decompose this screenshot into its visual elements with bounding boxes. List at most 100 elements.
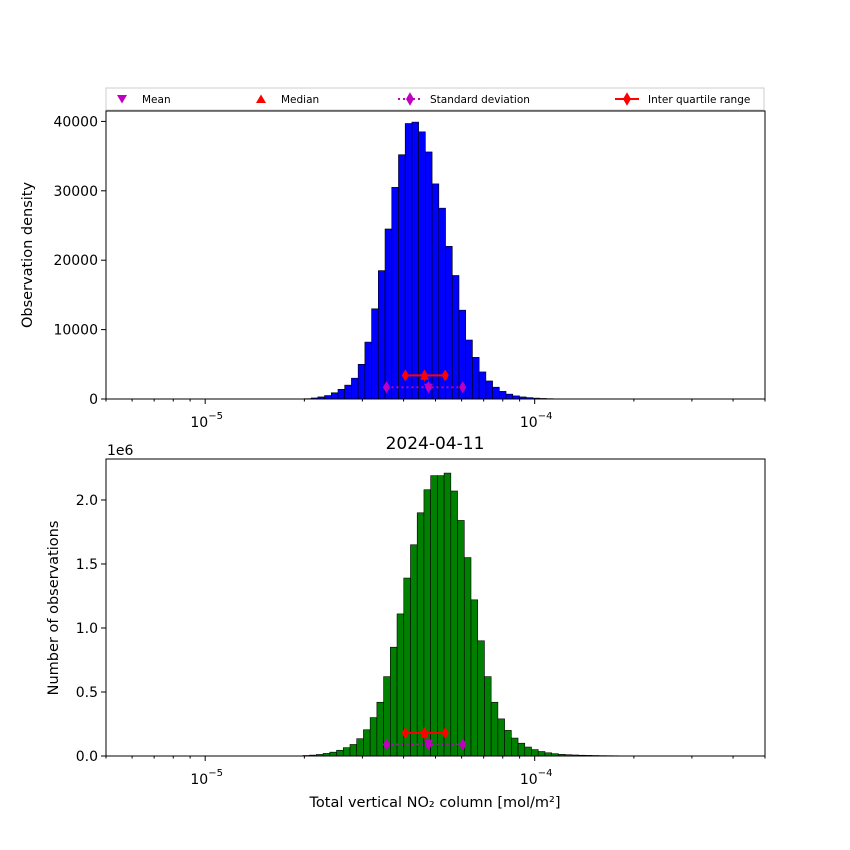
histogram-bar (423, 489, 431, 757)
legend-entry-standard-deviation: Standard deviation (398, 92, 530, 106)
histogram-bar (485, 380, 493, 400)
histogram-bar (337, 388, 346, 400)
histogram-bar (470, 599, 479, 757)
x-tick-base: 10 (190, 415, 208, 431)
histogram-bar (398, 154, 406, 400)
histogram-bar (336, 749, 344, 757)
std-marker (382, 738, 391, 751)
histogram-bar (418, 131, 426, 400)
histogram-bar (484, 676, 492, 757)
iqr-marker (401, 726, 409, 740)
histogram-bar (363, 729, 371, 757)
count-statistics-overlay (382, 726, 467, 751)
median-marker (419, 372, 429, 380)
legend-label-standard-deviation: Standard deviation (430, 94, 530, 106)
std-marker (459, 381, 467, 394)
histogram-bar (342, 747, 351, 757)
y-tick-label: 0.5 (76, 685, 98, 701)
histogram-bar (425, 151, 433, 400)
histogram-bar (364, 341, 372, 400)
histogram-bar (351, 377, 359, 400)
x-tick-exponent: −4 (538, 768, 553, 779)
x-tick-label: 10 −4 (520, 768, 553, 788)
median-marker (419, 730, 429, 738)
histogram-bar (376, 701, 384, 757)
histogram-bar (492, 386, 500, 400)
count-y-axis-label: Number of observations (46, 521, 62, 696)
legend-median-icon (256, 94, 266, 103)
histogram-bar (437, 475, 445, 757)
histogram-bar (478, 371, 487, 400)
y-tick-label: 20000 (53, 253, 98, 269)
histogram-bar (505, 393, 514, 400)
histogram-bar (356, 738, 364, 757)
count-bars (302, 472, 653, 757)
histogram-bar (324, 395, 332, 400)
histogram-bar (450, 490, 458, 757)
legend-label-median: Median (281, 94, 319, 106)
histogram-bar (517, 742, 526, 757)
histogram-bar (524, 746, 532, 757)
count-chart-title: 2024-04-11 (386, 434, 485, 454)
x-tick-exponent: −5 (208, 411, 223, 422)
histogram-bar (391, 187, 399, 400)
legend-entry-inter-quartile-range: Inter quartile range (615, 92, 750, 106)
iqr-marker (441, 726, 449, 740)
count-y-axis-ticks: 0.0 0.5 1.0 1.5 2.0 (76, 493, 106, 765)
histogram-bar (404, 123, 413, 400)
x-tick-label: 10 −4 (520, 411, 553, 431)
histogram-bar (371, 308, 379, 400)
y-tick-label: 0 (89, 392, 98, 408)
iqr-marker (401, 369, 409, 382)
histogram-bar (431, 183, 440, 400)
legend-label-inter-quartile-range: Inter quartile range (648, 94, 750, 106)
histogram-bar (511, 737, 519, 757)
histogram-bar (451, 275, 460, 400)
histogram-bar (410, 544, 418, 757)
histogram-bar (344, 384, 352, 400)
histogram-bar (430, 475, 438, 757)
density-axes-frame (105, 110, 766, 400)
histogram-bar (349, 744, 358, 757)
std-marker (382, 381, 391, 394)
histogram-bar (499, 391, 507, 400)
legend-label-mean: Mean (142, 94, 171, 106)
density-bars (304, 121, 574, 400)
mean-marker (423, 739, 433, 748)
histogram-bar (416, 512, 425, 757)
histogram-bar (490, 701, 499, 757)
histogram-bar (472, 357, 480, 400)
x-tick-label: 10 −5 (190, 411, 223, 431)
histogram-bar (357, 364, 366, 400)
histogram-bar (378, 270, 386, 400)
y-tick-label: 1.5 (76, 557, 98, 573)
histogram-bar (463, 557, 472, 757)
histogram-bar (457, 520, 465, 757)
legend-iqr-diamond-icon (623, 92, 631, 106)
y-tick-label: 2.0 (76, 493, 98, 509)
histogram-bar (396, 613, 405, 757)
y-tick-label: 10000 (53, 323, 98, 339)
histogram-bar (411, 121, 419, 400)
x-tick-exponent: −4 (538, 411, 553, 422)
count-histogram-panel: 2024-04-11 1e6 0.00.51.01.52.0 10 −5 10 −4 … (46, 434, 766, 811)
y-tick-label: 0.0 (76, 749, 98, 765)
legend-mean-icon (117, 95, 127, 104)
histogram-bar (384, 228, 393, 400)
x-tick-exponent: −5 (208, 768, 223, 779)
count-x-axis-label: Total vertical NO₂ column [mol/m²] (309, 795, 561, 811)
x-tick-label: 10 −5 (190, 768, 223, 788)
density-statistics-overlay (382, 369, 467, 394)
x-tick-base: 10 (520, 772, 538, 788)
iqr-marker (441, 369, 449, 382)
y-tick-label: 1.0 (76, 621, 98, 637)
histogram-bar (390, 646, 398, 757)
y-tick-label: 30000 (53, 184, 98, 200)
histogram-bar (330, 392, 339, 400)
histogram-bar (504, 730, 512, 757)
histogram-bar (438, 207, 446, 400)
histogram-bar (369, 717, 378, 757)
legend-entry-mean: Mean (117, 94, 171, 106)
